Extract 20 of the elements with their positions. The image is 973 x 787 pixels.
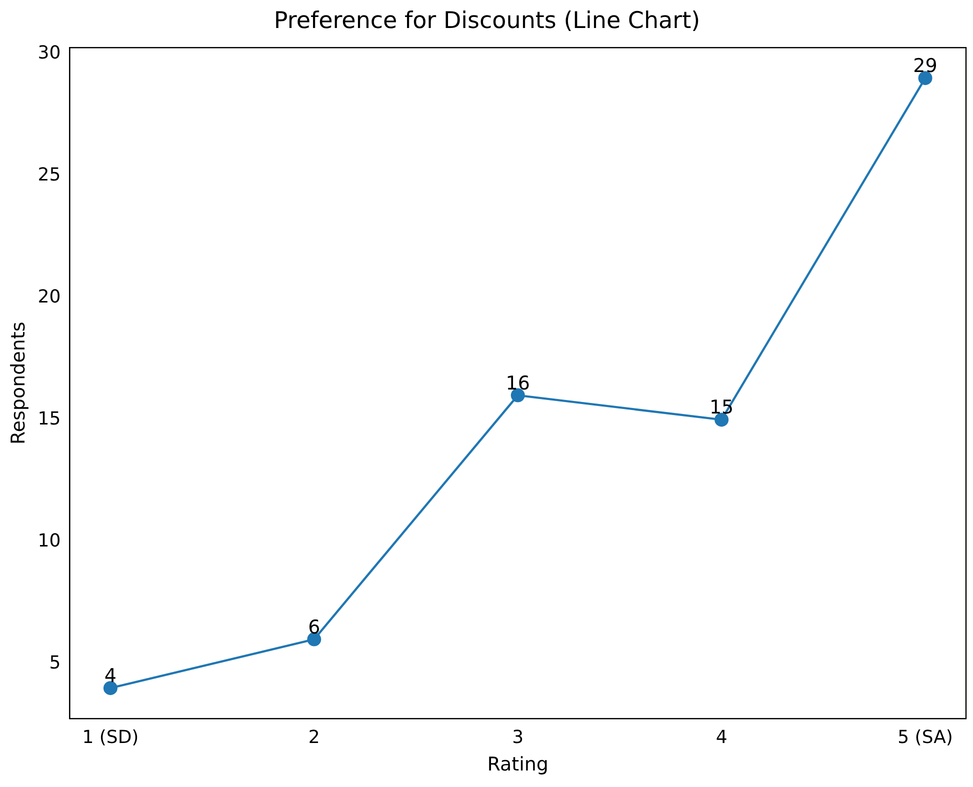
- y-tick-label: 25: [38, 164, 61, 186]
- x-tick-label: 2: [308, 727, 320, 748]
- x-axis-title: Rating: [487, 754, 548, 776]
- y-tick-label: 10: [38, 530, 61, 552]
- x-tick-label: 4: [716, 727, 728, 748]
- y-axis-title: Respondents: [7, 322, 30, 445]
- y-tick-label: 5: [49, 652, 61, 674]
- x-tick-label: 1 (SD): [82, 727, 139, 748]
- data-label: 29: [913, 55, 938, 78]
- point: [307, 632, 322, 646]
- data-label: 6: [308, 616, 320, 638]
- y-tick-label: 15: [38, 408, 61, 430]
- point: [103, 681, 118, 696]
- y-tick-label: 30: [38, 42, 61, 64]
- x-tick-label: 5 (SA): [898, 727, 953, 748]
- x-tick-label: 3: [512, 727, 524, 748]
- y-tick-label: 20: [38, 286, 61, 308]
- chart-title: Preference for Discounts (Line Chart): [274, 8, 700, 34]
- data-label: 4: [104, 665, 116, 688]
- data-label: 16: [506, 372, 530, 394]
